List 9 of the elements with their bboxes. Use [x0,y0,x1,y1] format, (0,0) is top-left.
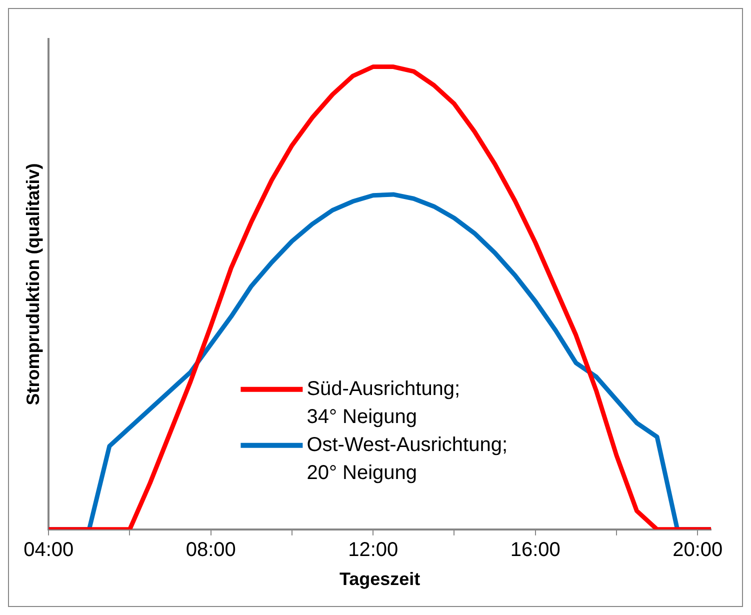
legend-label: Ost-West-Ausrichtung; 20° Neigung [306,434,508,484]
y-axis-title: Strompruduktion (qualitativ) [22,163,43,406]
x-tick-label: 16:00 [510,538,560,561]
x-tick-label: 12:00 [348,538,398,561]
x-tick-label: 08:00 [186,538,236,561]
x-tick-label: 04:00 [24,538,74,561]
x-axis-title: Tageszeit [339,569,420,590]
legend-label: Süd-Ausrichtung; 34° Neigung [306,378,460,428]
x-tick-label: 20:00 [672,538,723,561]
